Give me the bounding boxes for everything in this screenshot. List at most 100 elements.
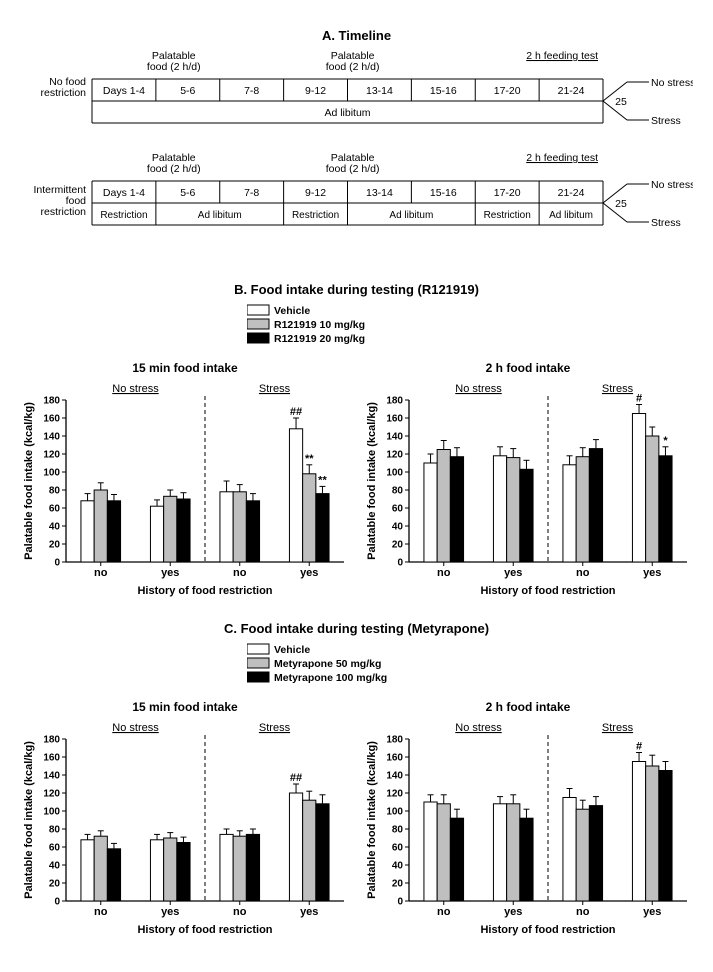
svg-text:No stress: No stress <box>455 722 502 734</box>
svg-text:9-12: 9-12 <box>305 85 326 97</box>
svg-text:2 h food intake: 2 h food intake <box>486 361 571 375</box>
svg-text:No stress: No stress <box>112 722 159 734</box>
section-b-title: B. Food intake during testing (R121919) <box>20 282 693 297</box>
svg-text:No stress: No stress <box>651 179 693 191</box>
svg-text:Ad libitum: Ad libitum <box>389 210 433 221</box>
svg-text:no: no <box>233 567 247 579</box>
svg-text:17-20: 17-20 <box>494 187 521 199</box>
svg-text:25: 25 <box>615 96 627 108</box>
svg-text:No stress: No stress <box>651 77 693 89</box>
svg-text:no: no <box>576 906 590 918</box>
charts-b: 15 min food intakeNo stressStress0204060… <box>20 358 693 613</box>
timeline-panel: Palatablefood (2 h/d)Palatablefood (2 h/… <box>20 49 693 274</box>
svg-text:Palatable food intake (kcal/kg: Palatable food intake (kcal/kg) <box>23 402 35 560</box>
svg-text:##: ## <box>290 772 302 784</box>
svg-text:0: 0 <box>397 897 403 908</box>
svg-text:Stress: Stress <box>259 722 291 734</box>
svg-text:160: 160 <box>43 753 60 764</box>
svg-text:80: 80 <box>392 486 404 497</box>
svg-text:13-14: 13-14 <box>366 85 393 97</box>
svg-text:2 h food intake: 2 h food intake <box>486 700 571 714</box>
svg-text:140: 140 <box>43 771 60 782</box>
svg-text:80: 80 <box>392 825 404 836</box>
svg-text:yes: yes <box>300 567 318 579</box>
svg-text:17-20: 17-20 <box>494 85 521 97</box>
svg-text:yes: yes <box>161 567 179 579</box>
svg-text:160: 160 <box>386 753 403 764</box>
legend-c: VehicleMetyrapone 50 mg/kgMetyrapone 100… <box>20 642 693 693</box>
svg-text:no: no <box>437 906 451 918</box>
svg-text:0: 0 <box>54 897 60 908</box>
svg-text:120: 120 <box>43 789 60 800</box>
svg-text:Days 1-4: Days 1-4 <box>103 187 145 199</box>
svg-text:15 min food intake: 15 min food intake <box>132 700 238 714</box>
svg-text:40: 40 <box>392 861 404 872</box>
svg-text:yes: yes <box>300 906 318 918</box>
svg-text:2 h feeding test: 2 h feeding test <box>526 152 598 164</box>
svg-text:*: * <box>663 435 668 447</box>
svg-text:100: 100 <box>43 807 60 818</box>
svg-text:60: 60 <box>49 504 61 515</box>
svg-text:60: 60 <box>49 843 61 854</box>
svg-text:60: 60 <box>392 843 404 854</box>
svg-text:yes: yes <box>161 906 179 918</box>
svg-text:Stress: Stress <box>651 217 681 229</box>
legend-b: Vehicle R121919 10 mg/kg R121919 20 mg/kg <box>20 303 693 354</box>
svg-text:25: 25 <box>615 198 627 210</box>
svg-text:Vehicle: Vehicle <box>274 644 310 656</box>
svg-text:180: 180 <box>386 396 403 407</box>
svg-text:Palatable food intake (kcal/kg: Palatable food intake (kcal/kg) <box>23 741 35 899</box>
section-a-title: A. Timeline <box>20 28 693 43</box>
svg-text:120: 120 <box>386 450 403 461</box>
svg-text:Stress: Stress <box>259 383 291 395</box>
svg-text:21-24: 21-24 <box>558 187 585 199</box>
svg-text:no: no <box>94 906 108 918</box>
svg-text:Palatable food intake (kcal/kg: Palatable food intake (kcal/kg) <box>366 741 378 899</box>
svg-text:History of food restriction: History of food restriction <box>480 585 615 597</box>
svg-text:20: 20 <box>392 879 404 890</box>
svg-text:100: 100 <box>43 468 60 479</box>
svg-text:Stress: Stress <box>602 722 634 734</box>
svg-text:160: 160 <box>43 414 60 425</box>
svg-text:140: 140 <box>386 771 403 782</box>
svg-text:Stress: Stress <box>651 115 681 127</box>
svg-text:20: 20 <box>49 540 61 551</box>
svg-text:100: 100 <box>386 468 403 479</box>
svg-text:100: 100 <box>386 807 403 818</box>
svg-text:Restriction: Restriction <box>292 210 339 221</box>
svg-text:Stress: Stress <box>602 383 634 395</box>
svg-text:No stress: No stress <box>112 383 159 395</box>
svg-text:7-8: 7-8 <box>244 187 259 199</box>
svg-text:180: 180 <box>386 735 403 746</box>
svg-text:0: 0 <box>397 558 403 569</box>
svg-text:5-6: 5-6 <box>180 85 195 97</box>
section-c-title: C. Food intake during testing (Metyrapon… <box>20 621 693 636</box>
svg-text:restriction: restriction <box>40 87 86 99</box>
svg-text:Ad libitum: Ad libitum <box>549 210 593 221</box>
svg-text:food (2 h/d): food (2 h/d) <box>326 61 380 73</box>
svg-text:15 min food intake: 15 min food intake <box>132 361 238 375</box>
svg-text:15-16: 15-16 <box>430 187 457 199</box>
svg-text:140: 140 <box>43 432 60 443</box>
svg-text:no: no <box>94 567 108 579</box>
svg-text:food (2 h/d): food (2 h/d) <box>147 61 201 73</box>
svg-text:Ad libitum: Ad libitum <box>324 107 370 119</box>
svg-text:120: 120 <box>43 450 60 461</box>
svg-text:food (2 h/d): food (2 h/d) <box>326 163 380 175</box>
svg-text:R121919 20 mg/kg: R121919 20 mg/kg <box>274 333 365 345</box>
svg-text:no: no <box>576 567 590 579</box>
svg-text:##: ## <box>290 406 302 418</box>
svg-text:#: # <box>636 741 642 753</box>
svg-text:yes: yes <box>643 906 661 918</box>
svg-text:No stress: No stress <box>455 383 502 395</box>
svg-text:Restriction: Restriction <box>100 210 147 221</box>
svg-text:180: 180 <box>43 735 60 746</box>
svg-text:Vehicle: Vehicle <box>274 305 310 317</box>
svg-text:R121919 10 mg/kg: R121919 10 mg/kg <box>274 319 365 331</box>
svg-text:7-8: 7-8 <box>244 85 259 97</box>
svg-text:History of food restriction: History of food restriction <box>137 585 272 597</box>
charts-c: 15 min food intake No stress Stress 0 20 40 60… <box>20 697 693 952</box>
svg-text:yes: yes <box>504 567 522 579</box>
svg-text:80: 80 <box>49 486 61 497</box>
svg-text:120: 120 <box>386 789 403 800</box>
